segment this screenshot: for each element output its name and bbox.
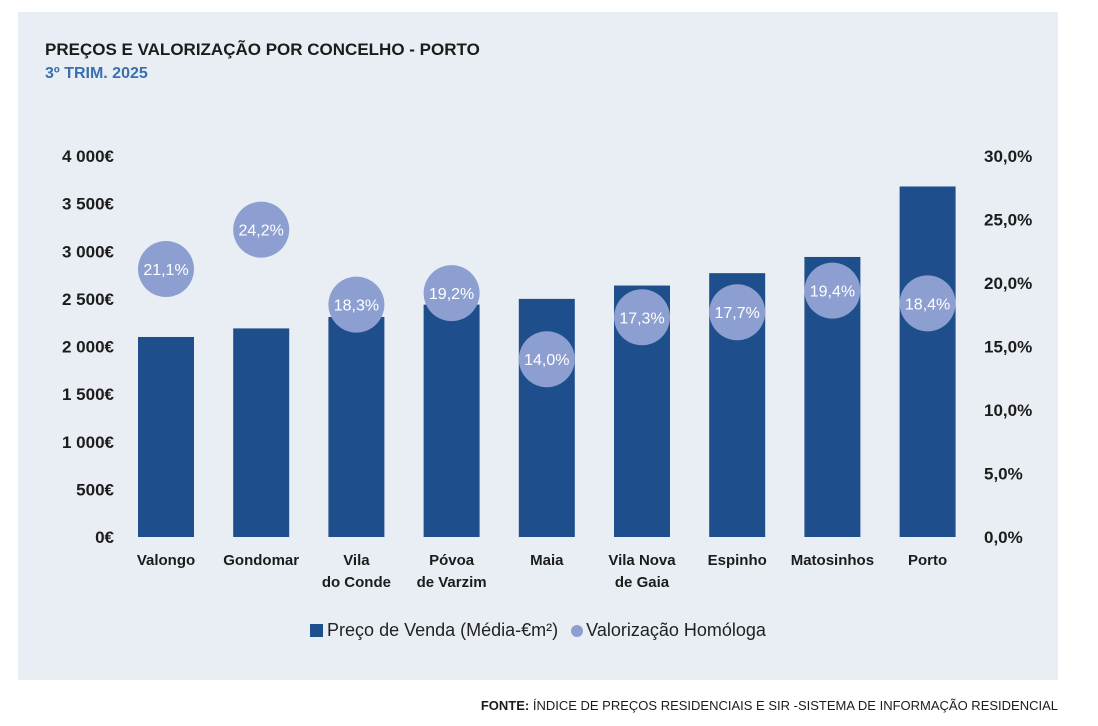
chart-subtitle: 3º TRIM. 2025 [45, 65, 148, 82]
left-axis-tick-label: 500€ [76, 480, 114, 499]
right-axis-tick-label: 5,0% [984, 465, 1023, 484]
category-label: Valongo [137, 552, 195, 569]
growth-data-label: 19,2% [429, 286, 474, 303]
category-label: Espinho [708, 552, 767, 569]
legend-label-price: Preço de Venda (Média-€m²) [327, 619, 559, 640]
source-text: ÍNDICE DE PREÇOS RESIDENCIAIS E SIR -SIS… [532, 698, 1058, 713]
growth-data-label: 21,1% [143, 262, 188, 279]
category-label: Matosinhos [791, 552, 874, 569]
growth-data-label: 24,2% [239, 223, 284, 240]
left-axis-tick-label: 1 000€ [62, 433, 115, 452]
bar-3 [423, 304, 480, 537]
category-label: Vila Nova [608, 552, 676, 569]
category-label: Póvoa [429, 552, 475, 569]
category-label: Gondomar [223, 552, 299, 569]
legend-item-price: Preço de Venda (Média-€m²) [310, 620, 558, 641]
growth-dot-7 [804, 262, 861, 319]
right-axis-tick-label: 15,0% [984, 338, 1032, 357]
growth-dot-3 [423, 265, 480, 322]
growth-data-label: 19,4% [810, 284, 855, 301]
right-axis-tick-label: 25,0% [984, 211, 1032, 230]
left-axis-tick-label: 3 000€ [62, 242, 115, 261]
chart-title: PREÇOS E VALORIZAÇÃO POR CONCELHO - PORT… [45, 40, 480, 59]
growth-data-label: 17,3% [619, 310, 664, 327]
category-label: Vila [343, 552, 370, 569]
legend-bar-swatch [310, 623, 324, 637]
growth-data-label: 18,4% [905, 296, 950, 313]
category-label: de Varzim [417, 574, 487, 591]
legend-dot-swatch [571, 624, 584, 637]
chart-panel: PREÇOS E VALORIZAÇÃO POR CONCELHO - PORT… [18, 12, 1058, 680]
category-label: de Gaia [615, 574, 670, 591]
growth-dot-8 [899, 275, 956, 332]
growth-data-label: 18,3% [334, 298, 379, 315]
chart-legend: Preço de Venda (Média-€m²) Valorização H… [18, 619, 1058, 641]
source-note: FONTE: ÍNDICE DE PREÇOS RESIDENCIAIS E S… [481, 698, 1058, 713]
category-label: Porto [908, 552, 947, 569]
right-axis-tick-label: 20,0% [984, 274, 1032, 293]
left-axis-tick-label: 4 000€ [62, 147, 115, 166]
source-label: FONTE: [480, 698, 530, 713]
right-axis-tick-label: 0,0% [984, 528, 1023, 547]
left-axis-tick-label: 3 500€ [62, 195, 115, 214]
bar-8 [899, 186, 956, 538]
category-label: do Conde [322, 574, 391, 591]
left-axis-tick-label: 2 500€ [62, 290, 115, 309]
left-axis-tick-label: 2 000€ [62, 338, 115, 357]
growth-dot-1 [233, 201, 290, 258]
growth-dot-0 [138, 241, 194, 298]
growth-data-label: 17,7% [715, 305, 760, 322]
growth-data-label: 14,0% [524, 352, 569, 369]
combo-chart: 0€ 500€ 1 000€ 1 500€ 2 000€ 2 500€ 3 000€ 3 50… [62, 147, 1032, 591]
legend-label-growth: Valorização Homóloga [586, 619, 766, 640]
growth-dot-6 [709, 284, 766, 341]
growth-dot-2 [328, 276, 385, 333]
bar-1 [233, 328, 290, 537]
left-axis-tick-label: 1 500€ [62, 385, 115, 404]
growth-dot-4 [518, 331, 575, 388]
bar-0 [138, 336, 194, 537]
legend-item-growth: Valorização Homóloga [571, 620, 766, 641]
bar-2 [328, 316, 385, 537]
right-axis-tick-label: 10,0% [984, 401, 1032, 420]
category-label: Maia [530, 552, 564, 569]
left-axis-tick-label: 0€ [95, 528, 114, 547]
growth-dot-5 [614, 289, 670, 346]
right-axis-tick-label: 30,0% [984, 147, 1032, 166]
